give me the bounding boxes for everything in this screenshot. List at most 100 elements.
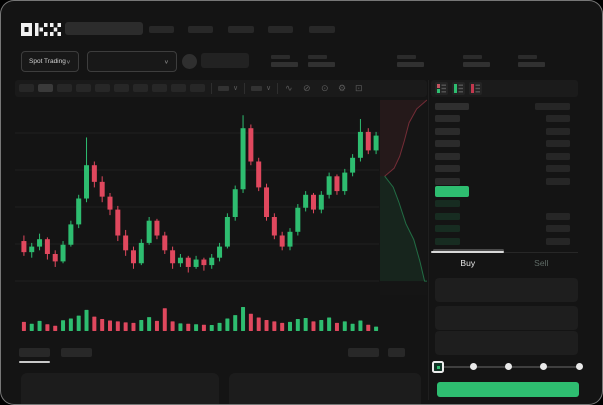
trade-tabs: Buy Sell: [431, 253, 578, 269]
toolbar-button-9[interactable]: [171, 84, 186, 92]
slider-stop-25[interactable]: [469, 363, 477, 370]
ask-row[interactable]: [431, 113, 578, 125]
orderbook-view-bids-icon[interactable]: [452, 82, 465, 95]
drawing-tools-icon[interactable]: ⊘: [303, 83, 311, 93]
orderbook-view-both-icon[interactable]: [435, 82, 448, 95]
price-placeholder: [435, 165, 460, 173]
bid-row[interactable]: [431, 236, 578, 248]
price-placeholder: [435, 212, 460, 220]
toolbar-divider: [277, 83, 278, 94]
fullscreen-icon[interactable]: ⊡: [355, 83, 363, 93]
slider-stop-100[interactable]: [575, 363, 583, 370]
slider-handle[interactable]: [432, 361, 444, 373]
toolbar-button-5[interactable]: [95, 84, 110, 92]
interval-dropdown[interactable]: [218, 86, 229, 91]
amount-placeholder: [546, 165, 570, 173]
ticker-stat-2: [308, 55, 336, 67]
indicator-wave-icon[interactable]: ∿: [285, 83, 293, 93]
amount-placeholder: [546, 152, 570, 160]
pair-selector-dropdown[interactable]: ∨: [87, 51, 177, 72]
bottom-tab-indicator: [19, 361, 50, 363]
toolbar-button-7[interactable]: [133, 84, 148, 92]
ask-row[interactable]: [431, 138, 578, 150]
candlestick-chart[interactable]: [15, 97, 379, 296]
chart-style-dropdown[interactable]: [251, 86, 262, 91]
pair-name-placeholder[interactable]: [201, 53, 249, 68]
volume-chart[interactable]: [15, 303, 379, 331]
nav-item-2[interactable]: [188, 26, 213, 33]
slider-stop-75[interactable]: [540, 363, 548, 370]
slider-stop-50[interactable]: [505, 363, 512, 370]
toolbar-button-1[interactable]: [19, 84, 34, 92]
toolbar-button-8[interactable]: [152, 84, 167, 92]
amount-placeholder: [546, 140, 570, 148]
bid-row[interactable]: [431, 211, 578, 223]
toolbar-divider: [244, 83, 245, 94]
okx-logo: [21, 23, 61, 36]
spot-trading-dropdown[interactable]: Spot Trading ∨: [21, 51, 79, 72]
toolbar-button-6[interactable]: [114, 84, 129, 92]
chart-settings-gear-icon[interactable]: ⚙: [338, 83, 347, 93]
amount-slider[interactable]: [432, 361, 583, 373]
amount-input[interactable]: [435, 306, 578, 330]
chevron-down-icon[interactable]: ∨: [266, 85, 272, 92]
nav-item-1[interactable]: [149, 26, 174, 33]
chevron-down-icon: ∨: [163, 59, 169, 65]
orderbook-scrollbar[interactable]: [433, 249, 504, 252]
tab-sell[interactable]: Sell: [534, 258, 549, 268]
price-placeholder: [435, 200, 460, 207]
ask-row[interactable]: [431, 126, 578, 138]
search-input[interactable]: [65, 22, 143, 35]
price-input[interactable]: [435, 278, 578, 302]
amount-placeholder: [546, 212, 570, 220]
trade-tabs-track: [431, 252, 578, 253]
ask-row[interactable]: [431, 151, 578, 163]
coin-avatar: [182, 54, 197, 69]
ask-row[interactable]: [431, 163, 578, 175]
total-input[interactable]: [435, 331, 578, 355]
tab-buy[interactable]: Buy: [460, 258, 476, 268]
bottom-tab-2[interactable]: [61, 348, 92, 357]
buy-submit-button[interactable]: [437, 382, 579, 397]
chevron-down-icon: ∨: [65, 59, 71, 65]
price-placeholder: [435, 152, 460, 160]
amount-placeholder: [546, 237, 570, 245]
orderbook-column-headers[interactable]: [431, 101, 578, 113]
price-placeholder: [435, 178, 460, 185]
screenshot-camera-icon[interactable]: ⊙: [321, 83, 329, 93]
toolbar-button-4[interactable]: [76, 84, 91, 92]
bottom-action-2[interactable]: [388, 348, 405, 357]
chart-toolbar: ∨ ∨ ∿ ⊘ ⊙ ⚙ ⊡: [15, 80, 427, 97]
amount-placeholder: [546, 115, 570, 122]
toolbar-button-10[interactable]: [190, 84, 205, 92]
nav-item-5[interactable]: [309, 26, 335, 33]
spot-trading-label: Spot Trading: [29, 58, 66, 65]
last-price-badge: [435, 186, 469, 197]
bid-row[interactable]: [431, 223, 578, 235]
toolbar-divider: [211, 83, 212, 94]
price-placeholder: [435, 127, 460, 135]
ask-row[interactable]: [431, 176, 578, 188]
depth-chart[interactable]: [380, 97, 427, 295]
orderbook-header: [431, 80, 578, 97]
ticker-stat-5: [518, 55, 546, 67]
toolbar-button-3[interactable]: [57, 84, 72, 92]
ticker-stat-4: [463, 55, 491, 67]
bottom-action-1[interactable]: [348, 348, 379, 357]
bottom-panel-left: [21, 373, 219, 404]
orderbook-view-asks-icon[interactable]: [469, 82, 482, 95]
bid-row[interactable]: [431, 198, 578, 210]
amount-placeholder: [535, 103, 570, 110]
nav-item-4[interactable]: [268, 26, 293, 33]
last-price-row[interactable]: [431, 184, 578, 197]
orderbook: [431, 99, 578, 249]
chevron-down-icon[interactable]: ∨: [233, 85, 239, 92]
bottom-tab-1-active[interactable]: [19, 348, 50, 357]
amount-placeholder: [546, 127, 570, 135]
buy-tab-indicator: [431, 251, 504, 253]
nav-item-3[interactable]: [228, 26, 254, 33]
price-placeholder: [435, 225, 460, 233]
toolbar-button-2-active[interactable]: [38, 84, 53, 92]
price-placeholder: [435, 140, 460, 148]
